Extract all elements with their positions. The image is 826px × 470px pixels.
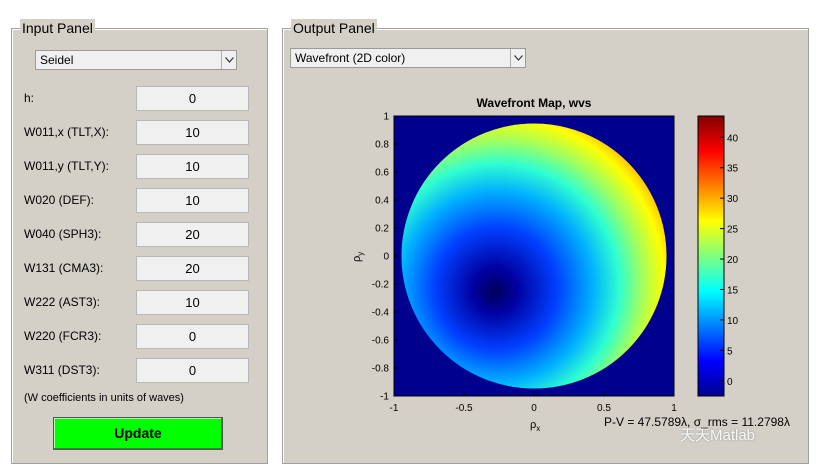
y-tick-label: -0.2 — [372, 280, 390, 291]
colorbar-tick-label: 35 — [727, 164, 739, 175]
colorbar-tick-label: 10 — [727, 316, 739, 327]
colorbar-tick-label: 20 — [727, 255, 739, 266]
y-tick-label: 0.4 — [375, 196, 389, 207]
param-label: W011,x (TLT,X): — [24, 125, 109, 139]
param-label: W131 (CMA3): — [24, 261, 104, 275]
input-panel-title: Input Panel — [20, 19, 95, 37]
param-label: W311 (DST3): — [24, 363, 100, 377]
chevron-down-icon[interactable] — [221, 51, 236, 69]
x-axis-label: ρx — [530, 419, 540, 433]
y-tick-label: -0.8 — [372, 364, 390, 375]
param-input[interactable]: 0 — [136, 358, 249, 383]
param-label: h: — [24, 91, 35, 105]
view-select[interactable]: Wavefront (2D color) — [290, 48, 526, 68]
output-panel-title: Output Panel — [291, 19, 377, 37]
wavefront-disc — [401, 123, 667, 389]
param-label: W040 (SPH3): — [24, 227, 102, 241]
param-label: W222 (AST3): — [24, 295, 101, 309]
param-input[interactable]: 0 — [136, 86, 249, 111]
param-input[interactable]: 10 — [136, 290, 249, 315]
y-tick-label: 0 — [383, 252, 389, 263]
y-tick-label: 0.2 — [375, 224, 389, 235]
colorbar-ticks: 40 35 30 25 20 15 10 5 0 — [720, 133, 739, 388]
units-note: (W coefficients in units of waves) — [24, 392, 184, 404]
param-label: W220 (FCR3): — [24, 329, 102, 343]
x-tick-label: 1 — [671, 403, 677, 414]
chevron-down-icon[interactable] — [510, 49, 525, 67]
colorbar — [697, 115, 725, 397]
param-input[interactable]: 10 — [136, 188, 249, 213]
colorbar-tick-label: 15 — [727, 285, 739, 296]
colorbar-tick-label: 5 — [727, 346, 733, 357]
colorbar-tick-label: 0 — [727, 377, 733, 388]
watermark: 天天Matlab — [680, 427, 756, 444]
method-select-value: Seidel — [40, 53, 74, 67]
param-input[interactable]: 10 — [136, 120, 249, 145]
colorbar-tick-label: 30 — [727, 194, 739, 205]
x-tick-label: 0 — [531, 403, 537, 414]
param-input[interactable]: 0 — [136, 324, 249, 349]
view-select-value: Wavefront (2D color) — [295, 51, 406, 65]
param-label: W011,y (TLT,Y): — [24, 159, 109, 173]
param-input[interactable]: 10 — [136, 154, 249, 179]
param-label: W020 (DEF): — [24, 193, 95, 207]
y-tick-label: -0.6 — [372, 336, 390, 347]
plot-title: Wavefront Map, wvs — [476, 96, 592, 110]
param-input[interactable]: 20 — [136, 256, 249, 281]
x-axis-ticks: -1 -0.5 0 0.5 1 — [390, 392, 677, 414]
x-tick-label: -1 — [390, 403, 399, 414]
update-button[interactable]: Update — [53, 417, 223, 450]
y-tick-label: 0.8 — [375, 140, 389, 151]
colorbar-tick-label: 40 — [727, 133, 739, 144]
y-tick-label: -1 — [380, 392, 389, 403]
x-tick-label: -0.5 — [455, 403, 473, 414]
y-tick-label: -0.4 — [372, 308, 390, 319]
param-input[interactable]: 20 — [136, 222, 249, 247]
y-tick-label: 0.6 — [375, 168, 389, 179]
colorbar-tick-label: 25 — [727, 225, 739, 236]
x-tick-label: 0.5 — [597, 403, 611, 414]
y-tick-label: 1 — [383, 112, 389, 123]
y-axis-label: ρy — [351, 252, 365, 262]
method-select[interactable]: Seidel — [35, 50, 237, 70]
y-axis-ticks: 1 0.8 0.6 0.4 0.2 0 -0.2 -0.4 -0.6 -0.8 -1 — [372, 112, 398, 403]
stats-text: P-V = 47.5789λ, σ_rms = 11.2798λ — [604, 415, 790, 429]
